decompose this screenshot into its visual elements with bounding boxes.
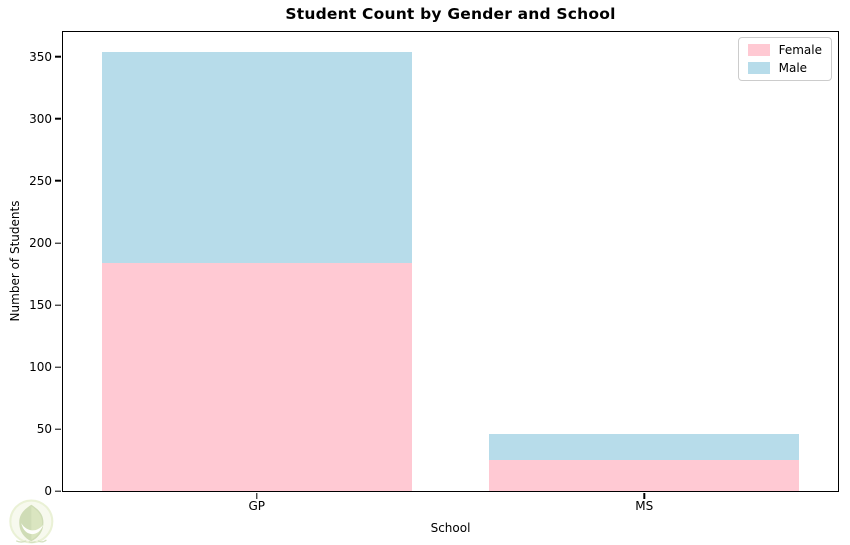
chart-title: Student Count by Gender and School — [285, 5, 616, 23]
legend-swatch-female — [747, 44, 770, 56]
y-tick-mark — [55, 304, 61, 306]
y-tick-mark — [55, 428, 61, 430]
y-tick-label: 100 — [29, 359, 52, 374]
y-tick-label: 150 — [29, 297, 52, 312]
y-tick-mark — [55, 56, 61, 58]
y-axis-label: Number of Students — [8, 200, 22, 322]
legend-swatch-male — [747, 62, 770, 74]
legend-row-male: Male — [747, 61, 822, 75]
x-tick-mark — [256, 493, 258, 499]
bar-segment-female-gp — [101, 262, 412, 491]
legend-row-female: Female — [747, 43, 822, 57]
legend-label-male: Male — [778, 61, 808, 75]
y-tick-label: 50 — [36, 421, 52, 436]
bar-segment-female-ms — [489, 460, 800, 491]
x-tick-label-ms: MS — [635, 499, 654, 513]
bar-segment-male-ms — [489, 433, 800, 460]
x-tick-mark — [643, 493, 645, 499]
legend: Female Male — [737, 37, 832, 81]
y-tick-label: 200 — [29, 235, 52, 250]
y-tick-mark — [55, 242, 61, 244]
x-tick-label-gp: GP — [248, 499, 266, 513]
y-tick-mark — [55, 118, 61, 120]
y-tick-label: 350 — [29, 49, 52, 64]
x-axis-label: School — [430, 521, 471, 535]
plot-area: Female Male 0 50 100 150 200 250 300 350 GP MS — [29, 31, 839, 512]
y-tick-label: 0 — [44, 484, 52, 498]
y-tick-label: 300 — [29, 111, 52, 126]
y-tick-mark — [55, 490, 61, 492]
y-tick-mark — [55, 180, 61, 182]
watermark-logo — [9, 499, 54, 544]
y-tick-label: 250 — [29, 173, 52, 188]
bar-segment-male-gp — [101, 51, 412, 263]
legend-label-female: Female — [778, 43, 822, 57]
y-tick-mark — [55, 366, 61, 368]
